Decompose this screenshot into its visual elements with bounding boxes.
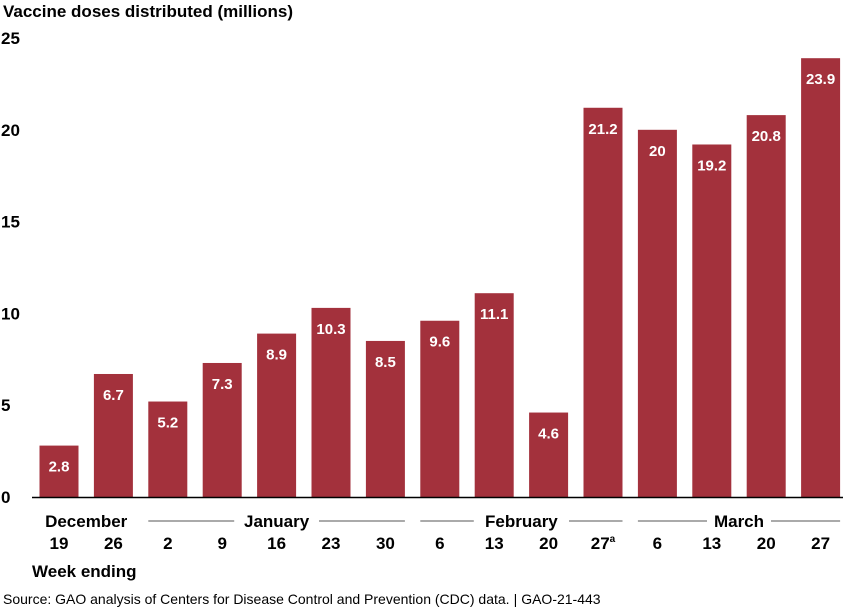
bar <box>692 144 732 497</box>
bar-value-label: 20 <box>649 143 666 160</box>
bar-value-label: 7.3 <box>212 376 233 393</box>
bar-value-label: 5.2 <box>157 415 178 432</box>
y-tick-label: 10 <box>1 304 20 323</box>
bar <box>746 115 786 497</box>
y-tick-label: 15 <box>1 213 20 232</box>
source-text: Source: GAO analysis of Centers for Dise… <box>3 591 510 607</box>
bar <box>801 58 841 498</box>
bar-value-label: 10.3 <box>316 321 345 338</box>
bar-value-label: 11.1 <box>480 306 508 323</box>
x-tick-label: 20 <box>757 534 776 553</box>
bar <box>93 373 133 497</box>
x-tick-label: 27 <box>811 534 830 553</box>
y-tick-label: 5 <box>1 396 10 415</box>
bar-value-label: 23.9 <box>806 71 835 88</box>
y-tick-label: 0 <box>1 488 10 507</box>
footnote-marker: a <box>610 534 616 545</box>
report-id: GAO-21-443 <box>521 591 601 607</box>
x-tick-label: 20 <box>539 534 558 553</box>
x-tick-label: 13 <box>702 534 721 553</box>
bar-value-label: 6.7 <box>103 387 124 404</box>
source-separator: | <box>513 591 518 607</box>
bar <box>257 333 297 497</box>
bar <box>365 340 405 497</box>
bar <box>420 320 460 497</box>
bar <box>311 307 351 497</box>
month-label: February <box>485 512 558 531</box>
x-tick-label: 13 <box>485 534 504 553</box>
x-tick-label: 2 <box>163 534 172 553</box>
x-tick-label: 19 <box>50 534 69 553</box>
y-axis-title: Vaccine doses distributed (millions) <box>3 2 294 21</box>
y-tick-label: 25 <box>1 29 20 48</box>
source-note: Source: GAO analysis of Centers for Dise… <box>3 591 601 607</box>
bar <box>39 445 79 497</box>
month-label: December <box>45 512 128 531</box>
bar <box>474 293 514 497</box>
x-tick-label: 6 <box>435 534 444 553</box>
bar <box>148 401 188 497</box>
bar <box>583 107 623 497</box>
bar-value-label: 9.6 <box>429 334 450 351</box>
bar-value-label: 19.2 <box>697 157 726 174</box>
bar <box>529 412 569 497</box>
y-tick-label: 20 <box>1 121 20 140</box>
bar <box>202 362 242 497</box>
bar-value-label: 20.8 <box>752 128 781 145</box>
x-tick-label: 27a <box>591 534 616 553</box>
x-tick-label: 9 <box>217 534 226 553</box>
bar <box>637 129 677 498</box>
x-axis-title: Week ending <box>32 562 137 581</box>
x-tick-label: 16 <box>267 534 286 553</box>
x-tick-label: 26 <box>104 534 123 553</box>
bar-value-label: 8.5 <box>375 354 396 371</box>
bar-value-label: 2.8 <box>49 459 70 476</box>
x-tick-label: 6 <box>653 534 662 553</box>
x-tick-label: 30 <box>376 534 395 553</box>
bar-value-label: 4.6 <box>538 426 559 443</box>
bar-value-label: 8.9 <box>266 347 287 364</box>
month-label: March <box>714 512 764 531</box>
month-label: January <box>244 512 310 531</box>
bar-value-label: 21.2 <box>588 121 617 138</box>
x-tick-label: 23 <box>322 534 341 553</box>
